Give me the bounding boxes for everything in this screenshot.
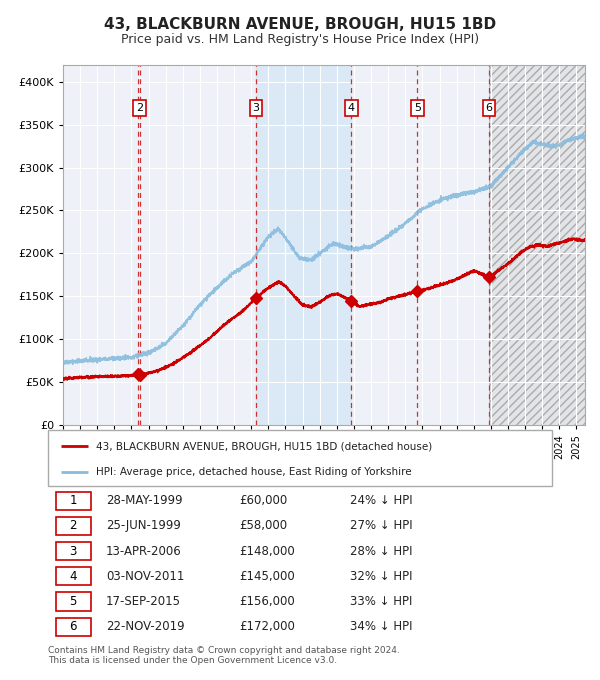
Text: 5: 5 xyxy=(414,103,421,113)
Text: 43, BLACKBURN AVENUE, BROUGH, HU15 1BD: 43, BLACKBURN AVENUE, BROUGH, HU15 1BD xyxy=(104,17,496,32)
Bar xyxy=(489,65,585,425)
Text: HPI: Average price, detached house, East Riding of Yorkshire: HPI: Average price, detached house, East… xyxy=(96,467,412,477)
Bar xyxy=(256,65,351,425)
Text: 03-NOV-2011: 03-NOV-2011 xyxy=(106,570,184,583)
Text: £58,000: £58,000 xyxy=(239,520,287,532)
FancyBboxPatch shape xyxy=(56,492,91,510)
Text: £145,000: £145,000 xyxy=(239,570,295,583)
FancyBboxPatch shape xyxy=(56,517,91,535)
Text: 5: 5 xyxy=(70,595,77,608)
Text: £148,000: £148,000 xyxy=(239,545,295,558)
Text: Price paid vs. HM Land Registry's House Price Index (HPI): Price paid vs. HM Land Registry's House … xyxy=(121,33,479,46)
FancyBboxPatch shape xyxy=(56,542,91,560)
Text: 2: 2 xyxy=(136,103,143,113)
Text: 28-MAY-1999: 28-MAY-1999 xyxy=(106,494,182,507)
FancyBboxPatch shape xyxy=(56,567,91,585)
Text: 17-SEP-2015: 17-SEP-2015 xyxy=(106,595,181,608)
Text: 32% ↓ HPI: 32% ↓ HPI xyxy=(350,570,413,583)
Text: £156,000: £156,000 xyxy=(239,595,295,608)
Text: 13-APR-2006: 13-APR-2006 xyxy=(106,545,182,558)
Text: 6: 6 xyxy=(485,103,493,113)
Text: 27% ↓ HPI: 27% ↓ HPI xyxy=(350,520,413,532)
Text: 6: 6 xyxy=(70,620,77,633)
FancyBboxPatch shape xyxy=(56,592,91,611)
Text: Contains HM Land Registry data © Crown copyright and database right 2024.
This d: Contains HM Land Registry data © Crown c… xyxy=(48,646,400,666)
Text: 24% ↓ HPI: 24% ↓ HPI xyxy=(350,494,413,507)
FancyBboxPatch shape xyxy=(56,617,91,636)
Text: 22-NOV-2019: 22-NOV-2019 xyxy=(106,620,185,633)
Text: 4: 4 xyxy=(347,103,355,113)
Text: 25-JUN-1999: 25-JUN-1999 xyxy=(106,520,181,532)
Text: 2: 2 xyxy=(70,520,77,532)
Text: £172,000: £172,000 xyxy=(239,620,295,633)
Text: 43, BLACKBURN AVENUE, BROUGH, HU15 1BD (detached house): 43, BLACKBURN AVENUE, BROUGH, HU15 1BD (… xyxy=(96,441,432,451)
Text: 34% ↓ HPI: 34% ↓ HPI xyxy=(350,620,413,633)
Text: 1: 1 xyxy=(70,494,77,507)
Text: 3: 3 xyxy=(70,545,77,558)
Bar xyxy=(489,65,585,425)
Text: 28% ↓ HPI: 28% ↓ HPI xyxy=(350,545,413,558)
Text: 33% ↓ HPI: 33% ↓ HPI xyxy=(350,595,413,608)
Text: 4: 4 xyxy=(70,570,77,583)
Text: £60,000: £60,000 xyxy=(239,494,288,507)
Text: 3: 3 xyxy=(253,103,260,113)
